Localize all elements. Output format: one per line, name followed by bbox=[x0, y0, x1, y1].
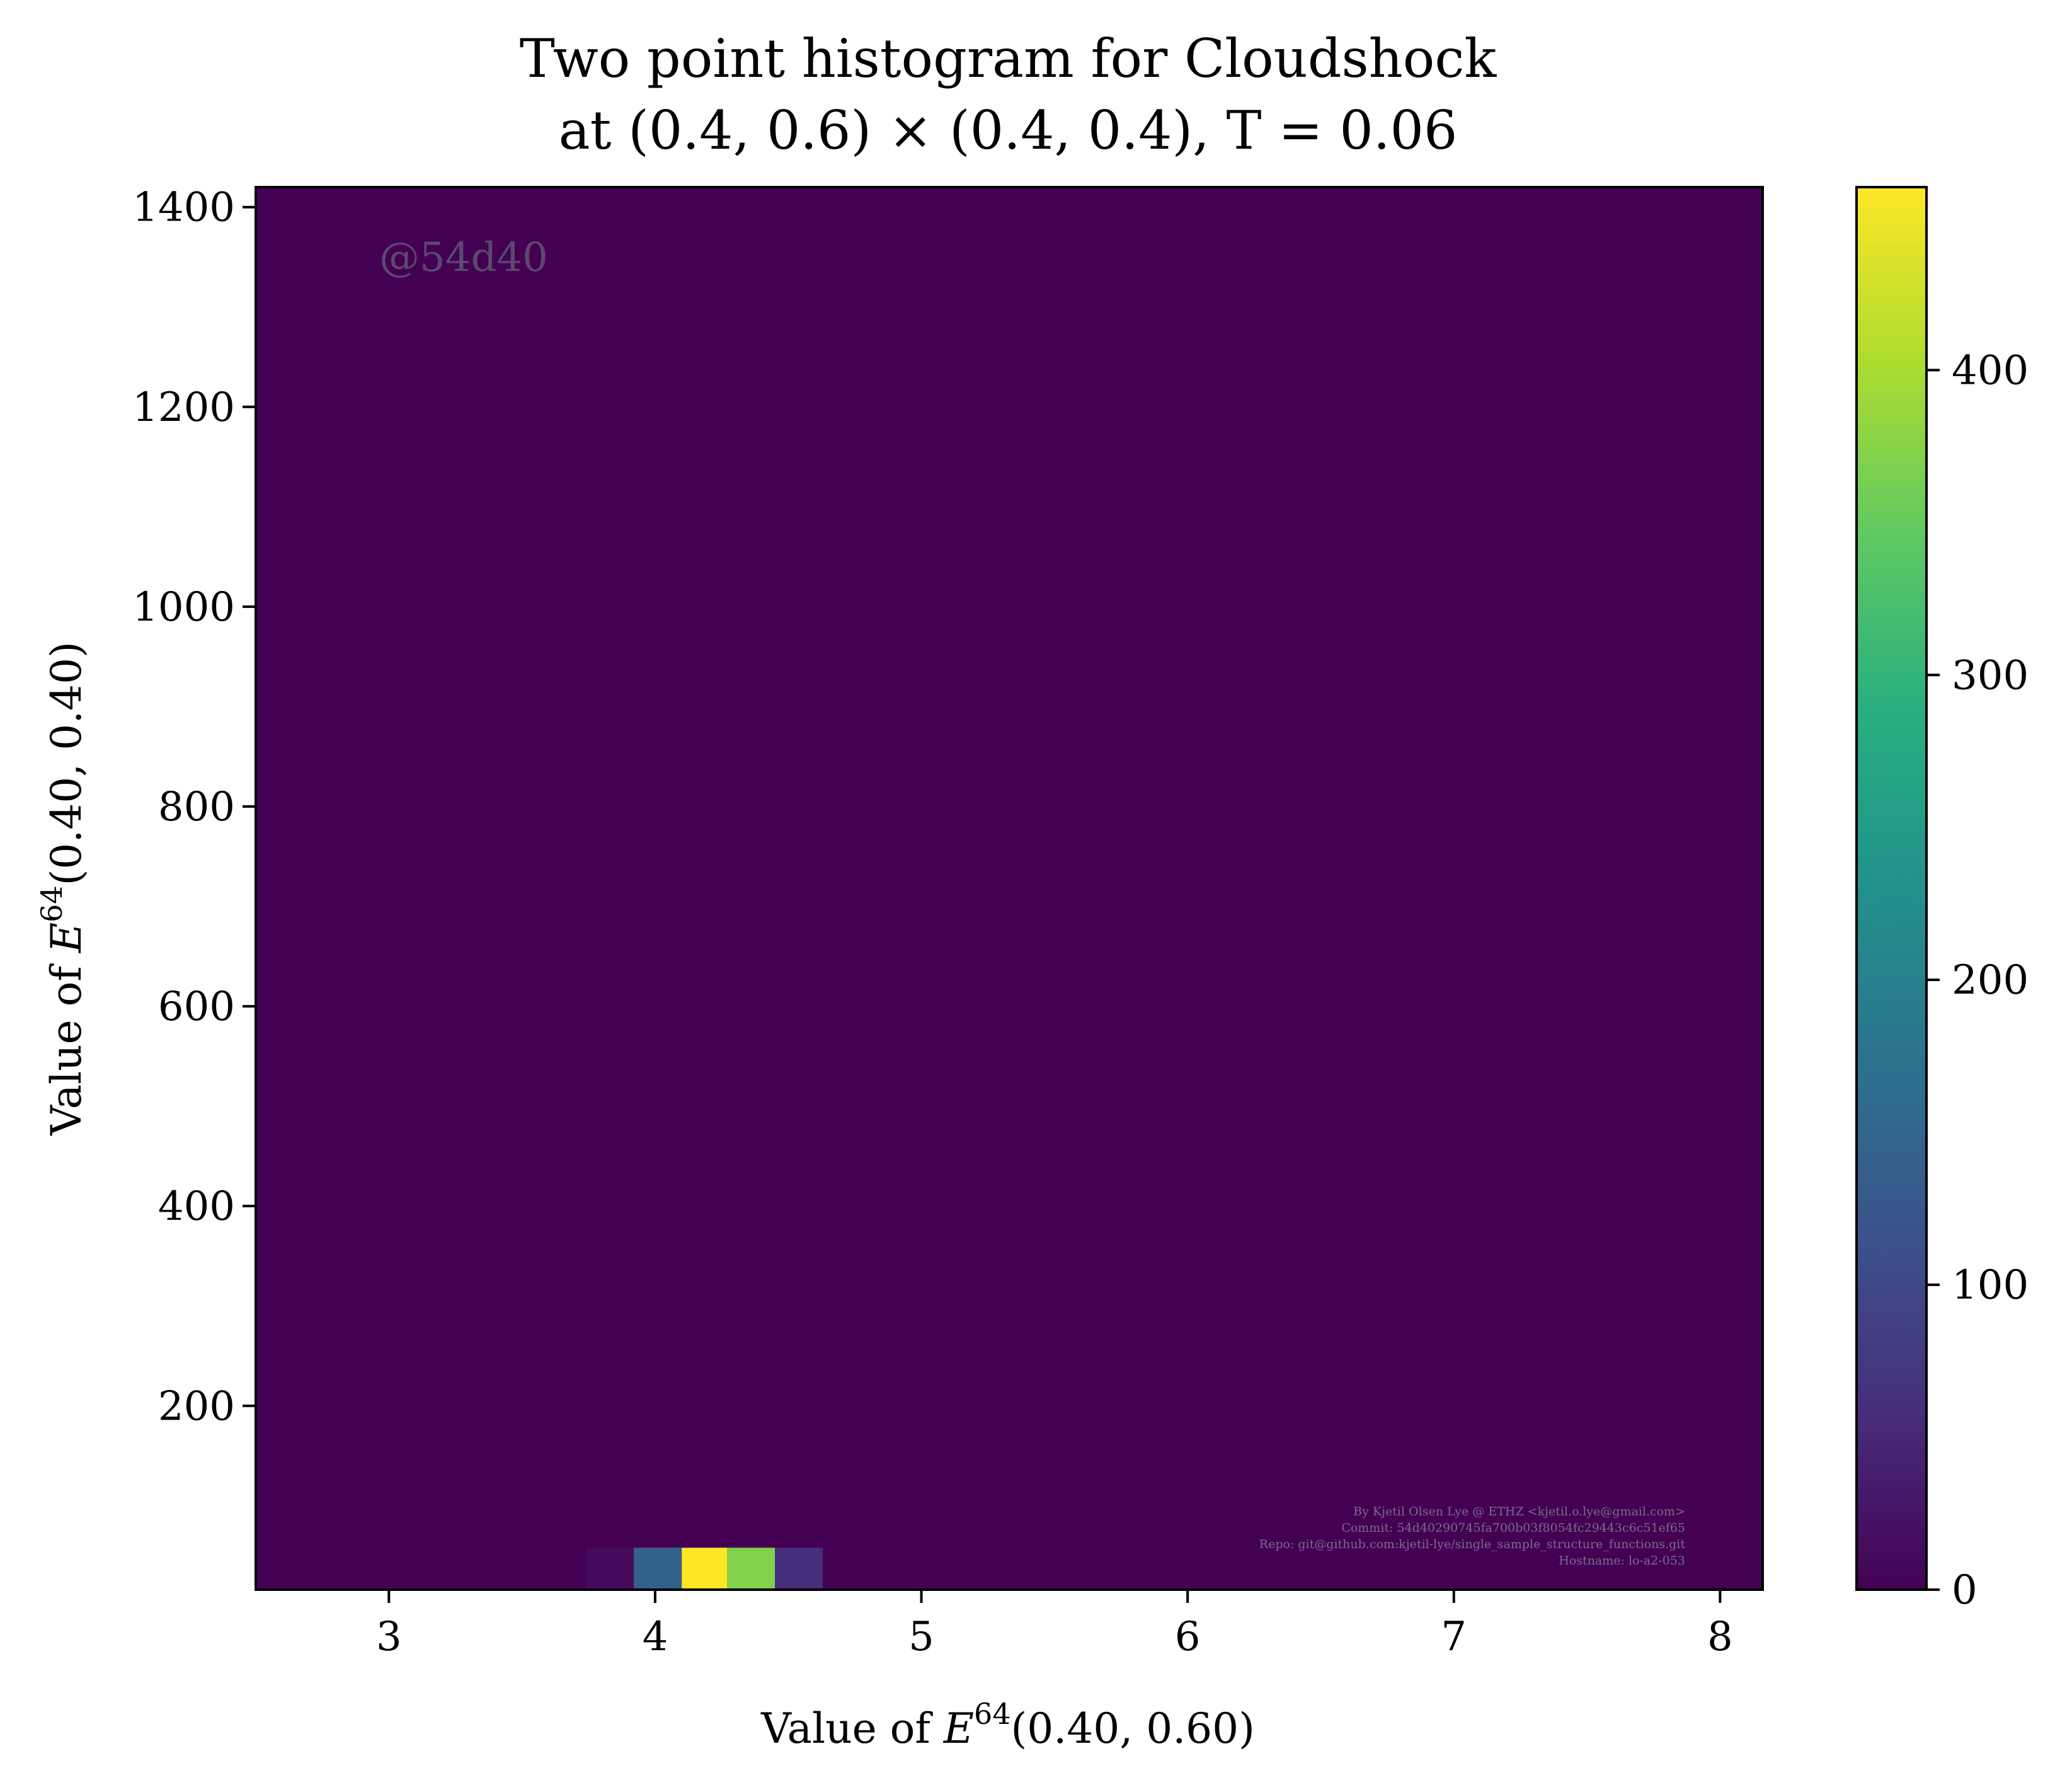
y-axis-ticks: 200 400 600 800 1000 1200 1400 bbox=[132, 185, 256, 1430]
heatmap-cell-1 bbox=[634, 1547, 682, 1590]
chart-title-line2: at (0.4, 0.6) × (0.4, 0.4), T = 0.06 bbox=[559, 100, 1458, 161]
colorbar-tick-label-1: 100 bbox=[1952, 1262, 2029, 1309]
x-tick-label-1: 4 bbox=[643, 1614, 668, 1660]
x-axis-label: Value of E64(0.40, 0.60) bbox=[760, 1697, 1255, 1753]
credits-line-2: Commit: 54d40290745fa700b03f8054fc29443c… bbox=[1341, 1521, 1685, 1535]
colorbar-tick-label-4: 400 bbox=[1952, 347, 2029, 394]
y-tick-label-4: 1000 bbox=[132, 584, 235, 631]
x-tick-label-4: 7 bbox=[1441, 1614, 1467, 1660]
x-axis-label-suffix: (0.40, 0.60) bbox=[1011, 1704, 1255, 1753]
heatmap-cell-3 bbox=[727, 1547, 776, 1590]
heatmap-background bbox=[256, 187, 1763, 1590]
x-axis-label-prefix: Value of bbox=[760, 1704, 944, 1753]
colorbar-tick-label-0: 0 bbox=[1952, 1567, 1978, 1614]
colorbar-ticks: 0 100 200 300 400 bbox=[1926, 347, 2029, 1614]
y-tick-label-2: 600 bbox=[158, 984, 235, 1030]
colorbar-tick-label-3: 300 bbox=[1952, 652, 2029, 699]
heatmap-cell-2 bbox=[682, 1547, 728, 1590]
colorbar-tick-label-2: 200 bbox=[1952, 957, 2029, 1004]
credits: By Kjetil Olsen Lye @ ETHZ <kjetil.o.lye… bbox=[1259, 1505, 1686, 1568]
y-axis-label-prefix: Value of bbox=[42, 953, 91, 1136]
colorbar: 0 100 200 300 400 bbox=[1855, 186, 2029, 1614]
heatmap-cell-0 bbox=[586, 1547, 634, 1590]
credits-line-1: By Kjetil Olsen Lye @ ETHZ <kjetil.o.lye… bbox=[1353, 1505, 1685, 1518]
y-axis-label: Value of E64(0.40, 0.40) bbox=[35, 641, 91, 1136]
y-axis-label-suffix: (0.40, 0.40) bbox=[42, 641, 91, 885]
colorbar-gradient bbox=[1857, 187, 1926, 1590]
y-tick-label-3: 800 bbox=[158, 784, 235, 830]
x-tick-label-2: 5 bbox=[908, 1614, 934, 1660]
x-axis-label-sup: 64 bbox=[974, 1697, 1011, 1731]
chart-title-line1: Two point histogram for Cloudshock bbox=[520, 28, 1497, 89]
heatmap-cells bbox=[586, 1547, 823, 1590]
y-tick-label-5: 1200 bbox=[132, 384, 235, 431]
y-axis-label-sup: 64 bbox=[35, 885, 69, 922]
y-axis-label-var: E bbox=[42, 922, 91, 953]
x-axis-ticks: 3 4 5 6 7 8 bbox=[376, 1590, 1733, 1660]
x-axis-label-var: E bbox=[943, 1704, 974, 1753]
heatmap-cell-4 bbox=[775, 1547, 823, 1590]
credits-line-4: Hostname: lo-a2-053 bbox=[1559, 1554, 1685, 1568]
y-tick-label-0: 200 bbox=[158, 1383, 235, 1430]
y-tick-label-1: 400 bbox=[158, 1183, 235, 1230]
colorbar-frame bbox=[1855, 186, 1928, 1591]
x-tick-label-3: 6 bbox=[1175, 1614, 1201, 1660]
watermark: @54d40 bbox=[379, 234, 548, 281]
y-tick-label-6: 1400 bbox=[132, 185, 235, 231]
x-tick-label-5: 8 bbox=[1707, 1614, 1733, 1660]
credits-line-3: Repo: git@github.com:kjetil-lye/single_s… bbox=[1259, 1537, 1686, 1551]
plot-area: @54d40 By Kjetil Olsen Lye @ ETHZ <kjeti… bbox=[255, 186, 1764, 1591]
plot-frame bbox=[255, 186, 1764, 1591]
x-tick-label-0: 3 bbox=[376, 1614, 402, 1660]
